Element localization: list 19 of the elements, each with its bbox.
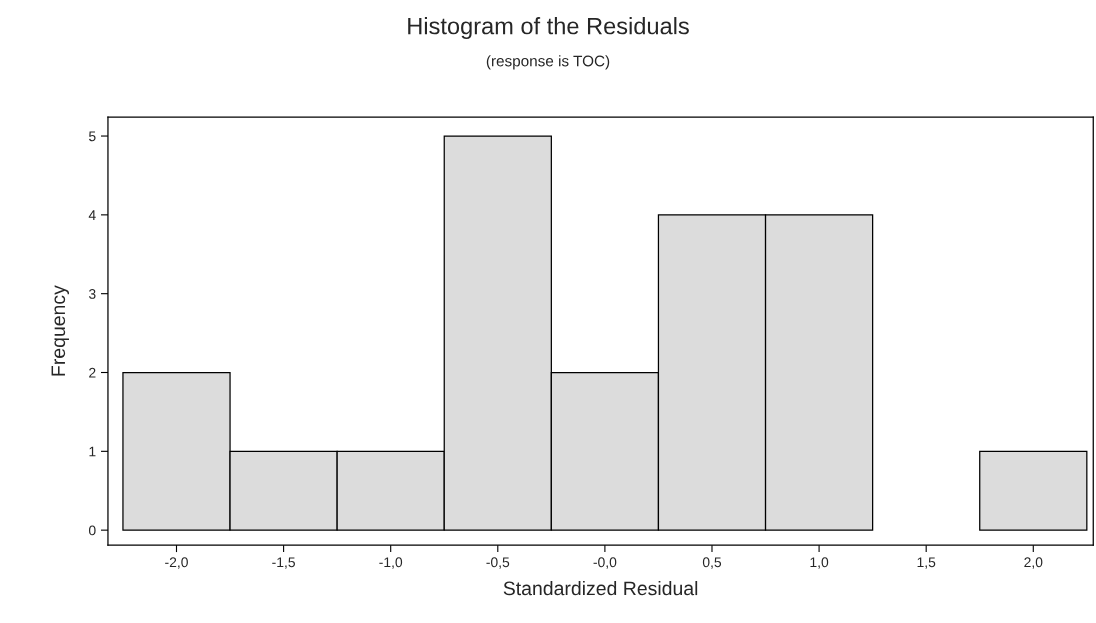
x-tick-label: 2,0 [1024, 557, 1043, 569]
x-tick-label: 1,5 [917, 557, 936, 569]
x-tick-label: -0,0 [593, 557, 617, 569]
x-tick-label: -0,5 [486, 557, 510, 569]
y-tick-label: 2 [89, 367, 96, 378]
chart-subtitle: (response is TOC) [486, 55, 610, 70]
x-tick-label: -1,5 [272, 557, 295, 569]
y-tick-label: 1 [89, 446, 96, 457]
y-tick-label: 4 [88, 210, 96, 220]
x-tick-label: -2,0 [165, 557, 188, 569]
y-axis-title: Frequency [51, 285, 69, 376]
x-tick-label: 0,5 [702, 557, 722, 569]
y-tick-label: 0 [88, 525, 96, 536]
x-axis-title: Standardized Residual [503, 580, 698, 596]
y-tick-label: 5 [88, 131, 96, 142]
x-tick-label: -1,0 [379, 557, 403, 569]
chart-title: Histogram of the Residuals [408, 17, 689, 40]
y-tick-label: 3 [88, 289, 96, 299]
x-tick-label: 1,0 [810, 557, 829, 569]
